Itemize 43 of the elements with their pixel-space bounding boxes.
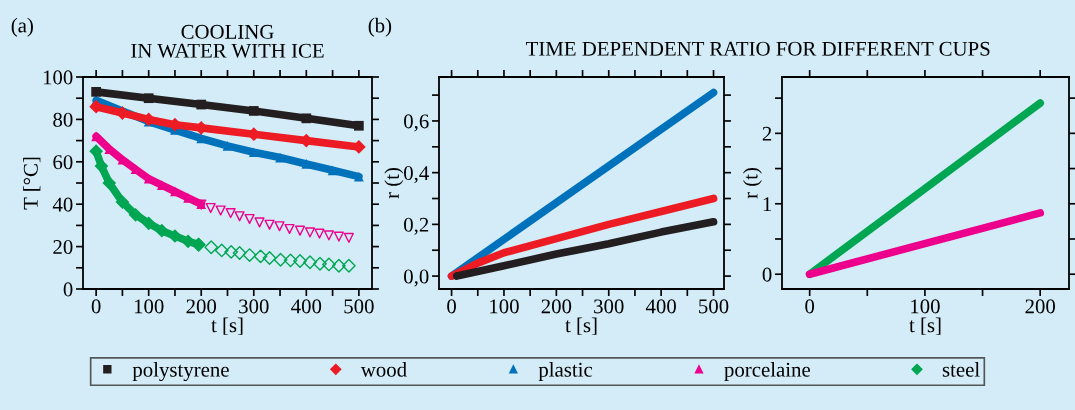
x-tick-label: 200 [541, 299, 572, 314]
y-tick-label: 1 [763, 197, 772, 212]
x-axis-title: t [s] [909, 317, 941, 335]
x-tick-label: 0 [91, 299, 101, 314]
legend-label: porcelaine [724, 362, 810, 382]
chart-title: COOLING IN WATER WITH ICE [131, 24, 324, 58]
x-tick-label: 300 [594, 299, 624, 314]
x-tick-label: 500 [344, 299, 374, 314]
x-tick-label: 500 [699, 299, 729, 314]
x-tick-label: 0 [805, 299, 815, 314]
y-axis-title: r (t) [742, 168, 762, 199]
y-tick-label: 0,0 [404, 269, 429, 287]
y-tick-label: 0,6 [404, 114, 429, 132]
y-tick-label: 2 [762, 126, 772, 141]
text: (a) [11, 17, 33, 37]
y-tick-label: 0,4 [404, 166, 429, 184]
y-tick-label: 0 [762, 267, 772, 282]
x-tick-label: 400 [645, 299, 676, 314]
y-tick-label: 0 [63, 282, 73, 297]
x-tick-label: 300 [239, 299, 269, 314]
y-tick-label: 40 [52, 197, 73, 212]
x-tick-label: 0 [447, 299, 456, 314]
x-axis-title: t [s] [565, 317, 597, 335]
x-tick-label: 100 [911, 299, 940, 314]
x-tick-label: 100 [134, 299, 164, 314]
text: (b) [368, 17, 392, 37]
legend-label: polystyrene [132, 362, 229, 382]
y-axis-title: r (t) [384, 168, 404, 199]
y-tick-label: 0,2 [404, 217, 429, 235]
x-tick-label: 200 [186, 299, 217, 314]
x-tick-label: 100 [490, 299, 519, 314]
x-tick-label: 200 [1025, 299, 1056, 314]
x-axis-title: t [s] [211, 317, 243, 335]
legend-label: wood [360, 362, 407, 377]
y-tick-label: 20 [53, 239, 73, 255]
legend-label: steel [942, 362, 980, 377]
legend-label: plastic [538, 362, 593, 382]
x-tick-label: 400 [291, 299, 322, 314]
y-tick-label: 100 [43, 70, 73, 85]
y-axis-title: T [°C] [23, 157, 41, 210]
y-tick-label: 80 [53, 112, 73, 127]
chart-title: TIME DEPENDENT RATIO FOR DIFFERENT CUPS [526, 41, 990, 56]
y-tick-label: 60 [53, 155, 73, 170]
